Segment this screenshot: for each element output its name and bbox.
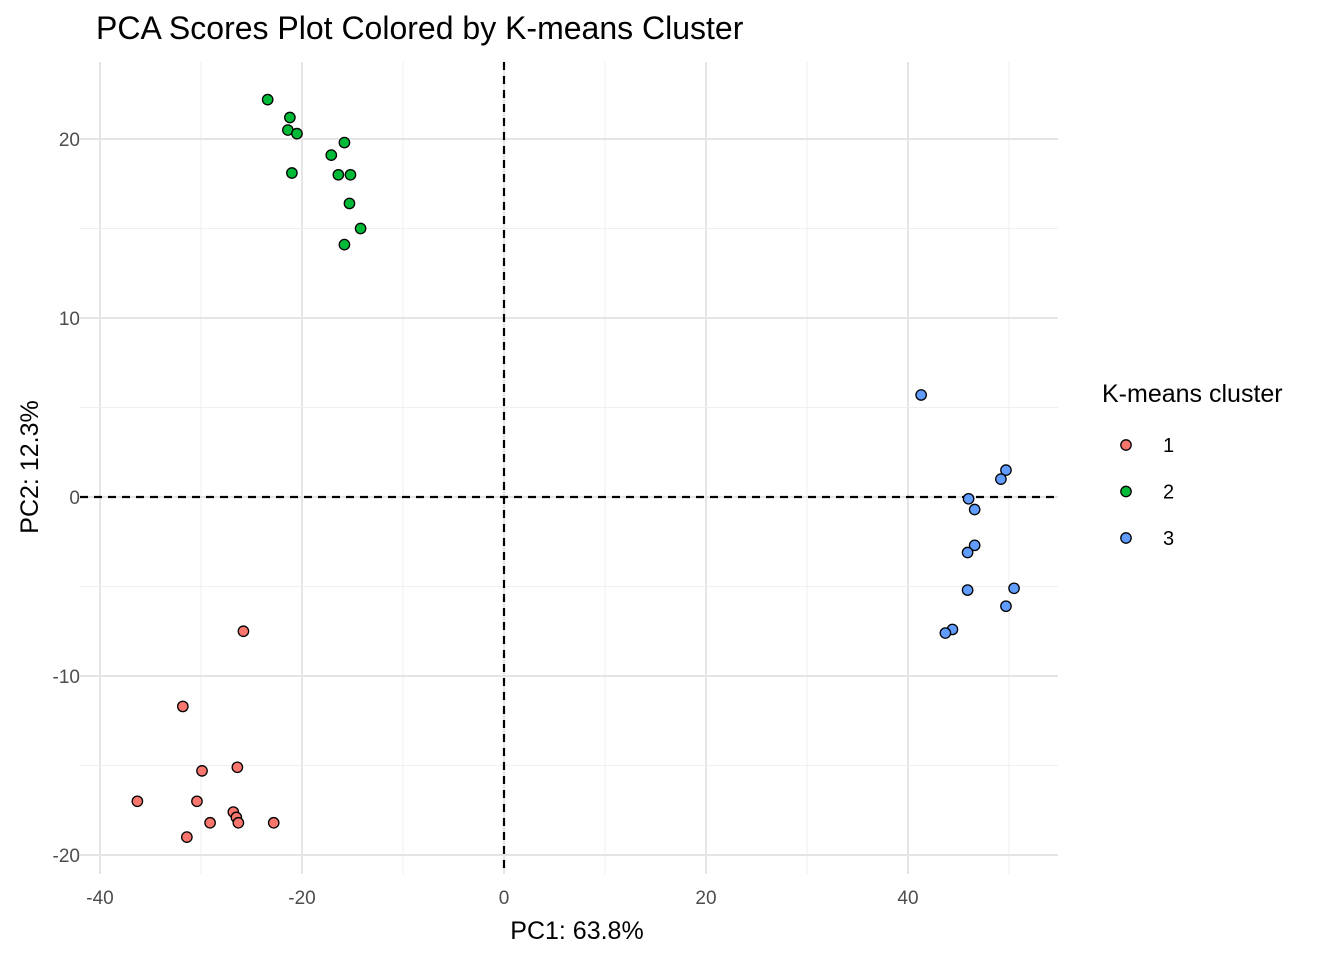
legend-key-3 (1120, 532, 1132, 544)
reference-lines (80, 62, 1058, 874)
legend-title: K-means cluster (1102, 380, 1283, 408)
data-point-cluster-3 (961, 584, 974, 596)
data-point-cluster-2 (344, 168, 357, 181)
data-point-cluster-3 (915, 389, 927, 401)
data-point-cluster-1 (181, 831, 193, 843)
grid-layer (80, 62, 1058, 874)
legend-label-2: 2 (1163, 482, 1174, 504)
data-point-cluster-2 (354, 222, 367, 235)
data-point-cluster-2 (284, 111, 296, 124)
data-point-cluster-2 (332, 168, 345, 181)
legend: K-means cluster 1 2 3 (1102, 380, 1283, 550)
data-point-cluster-1 (237, 625, 250, 638)
data-point-cluster-2 (343, 197, 356, 210)
y-tick-label: 10 (59, 309, 80, 330)
data-point-cluster-1 (196, 765, 208, 777)
data-point-cluster-2 (338, 136, 351, 149)
legend-key-1 (1120, 439, 1132, 451)
chart-title: PCA Scores Plot Colored by K-means Clust… (96, 10, 744, 46)
legend-label-3: 3 (1163, 528, 1174, 550)
points-layer (131, 93, 1020, 843)
y-tick-label: -20 (53, 846, 80, 867)
legend-key-2 (1120, 485, 1132, 498)
x-tick-label: -40 (86, 888, 113, 909)
data-point-cluster-2 (261, 93, 274, 106)
data-point-cluster-1 (204, 816, 216, 829)
data-point-cluster-3 (962, 492, 975, 505)
data-point-cluster-1 (176, 700, 189, 713)
data-point-cluster-3 (1000, 600, 1012, 613)
x-axis-title: PC1: 63.8% (510, 917, 643, 945)
data-point-cluster-2 (286, 167, 298, 179)
data-point-cluster-2 (291, 127, 303, 140)
data-point-cluster-3 (968, 539, 981, 552)
x-tick-label: 0 (499, 888, 510, 909)
data-point-cluster-2 (325, 149, 338, 161)
data-point-cluster-1 (232, 816, 245, 829)
data-point-cluster-2 (338, 238, 351, 251)
y-tick-label: -10 (53, 667, 80, 688)
legend-items: 1 2 3 (1120, 435, 1174, 550)
data-point-cluster-1 (191, 795, 203, 808)
data-point-cluster-1 (131, 795, 144, 808)
data-point-cluster-3 (968, 503, 981, 516)
data-point-cluster-3 (995, 473, 1007, 485)
x-tick-label: 40 (897, 888, 918, 909)
x-tick-label: 20 (695, 888, 716, 909)
data-point-cluster-1 (231, 761, 244, 774)
legend-label-1: 1 (1163, 435, 1174, 457)
y-axis-title: PC2: 12.3% (16, 400, 44, 533)
y-tick-label: 0 (69, 488, 80, 509)
x-tick-label: -20 (288, 888, 315, 909)
data-point-cluster-3 (1008, 582, 1020, 595)
data-point-cluster-3 (939, 627, 952, 639)
y-tick-label: 20 (59, 130, 80, 151)
data-point-cluster-1 (267, 816, 280, 829)
data-point-cluster-3 (961, 546, 974, 559)
data-point-cluster-3 (1000, 464, 1012, 476)
tick-labels: -40 -20 0 20 40 -20 -10 0 10 20 (53, 130, 919, 909)
